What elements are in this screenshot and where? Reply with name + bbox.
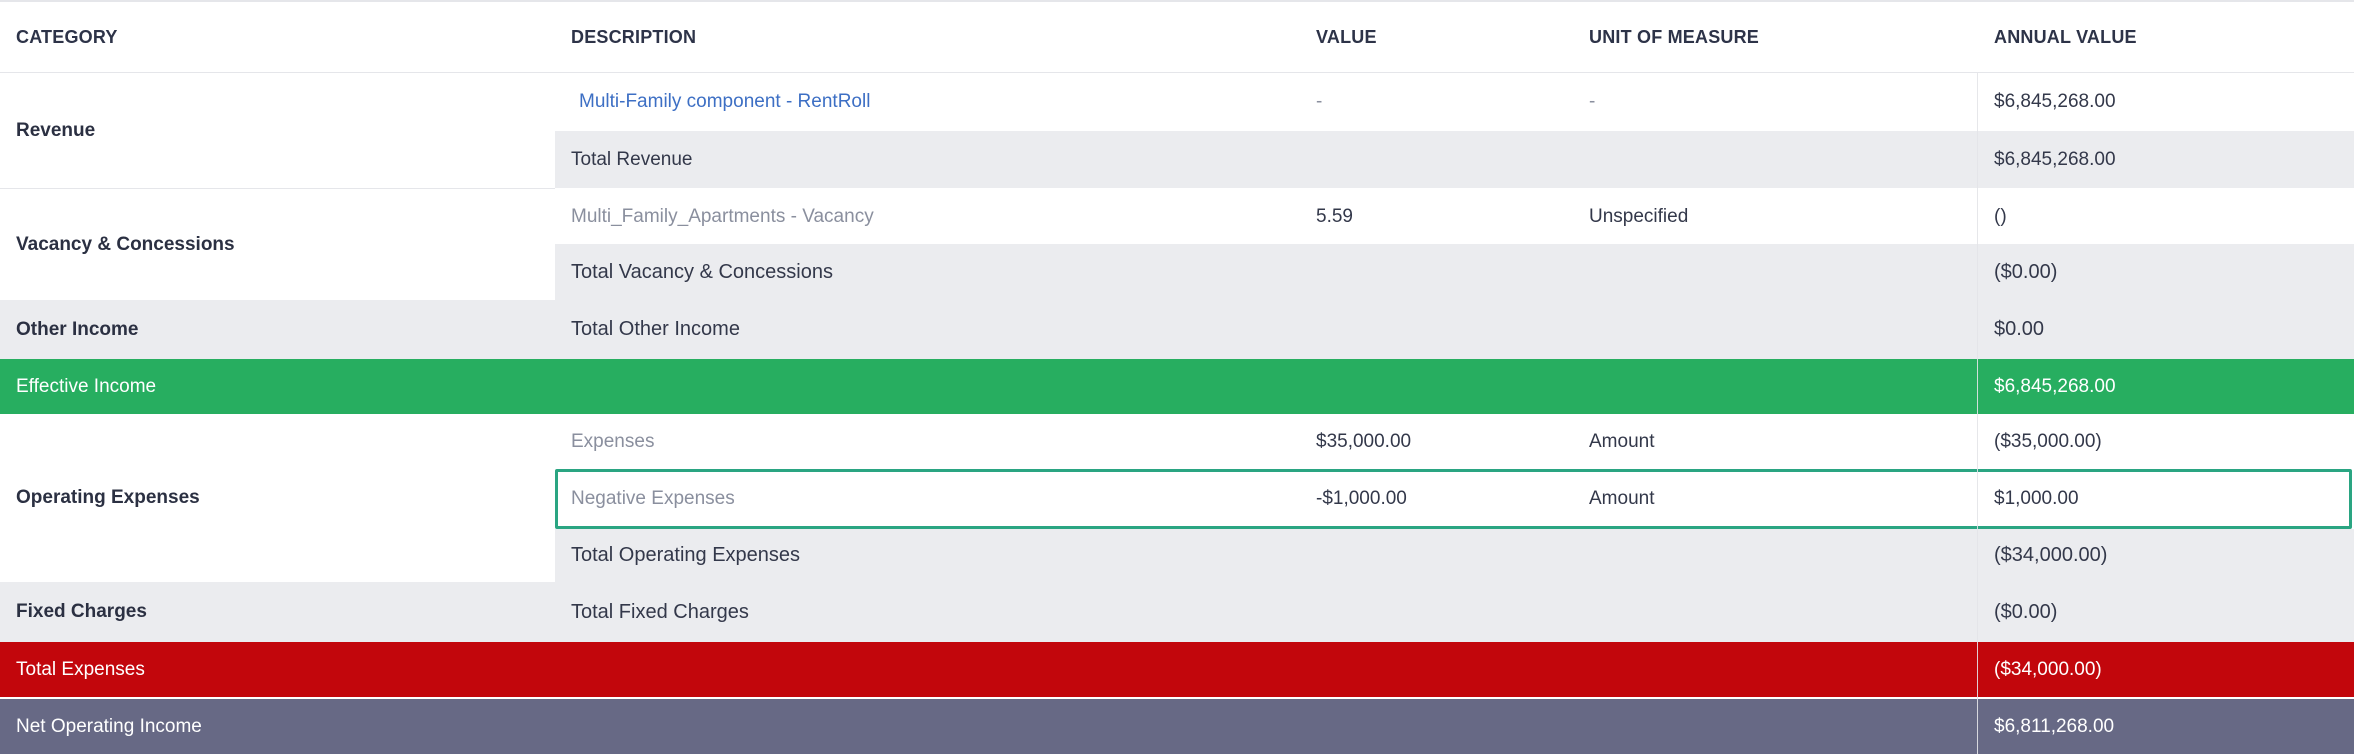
header-description: DESCRIPTION bbox=[571, 26, 697, 47]
expenses-unit: Amount bbox=[1589, 430, 1655, 452]
negative-expenses-value: -$1,000.00 bbox=[1316, 487, 1407, 509]
total-revenue-label: Total Revenue bbox=[571, 148, 693, 170]
total-vacancy-label: Total Vacancy & Concessions bbox=[571, 260, 833, 283]
other-income-row: Other Income Total Other Income $0.00 bbox=[0, 300, 2354, 359]
vacancy-unit: Unspecified bbox=[1589, 205, 1689, 227]
header-annual-value: ANNUAL VALUE bbox=[1994, 26, 2137, 47]
total-revenue-row: Total Revenue $6,845,268.00 bbox=[555, 131, 2354, 188]
total-vacancy-row: Total Vacancy & Concessions ($0.00) bbox=[555, 244, 2354, 300]
category-other-income: Other Income bbox=[16, 318, 139, 340]
total-vacancy-annual: ($0.00) bbox=[1994, 260, 2058, 283]
total-operating-expenses-annual: ($34,000.00) bbox=[1994, 544, 2108, 566]
total-fixed-charges-label: Total Fixed Charges bbox=[571, 600, 749, 623]
header-unit-of-measure: UNIT OF MEASURE bbox=[1589, 26, 1760, 47]
total-operating-expenses-row: Total Operating Expenses ($34,000.00) bbox=[555, 529, 2354, 582]
negative-expenses-unit: Amount bbox=[1589, 487, 1655, 509]
total-revenue-annual: $6,845,268.00 bbox=[1994, 148, 2116, 170]
header-divider bbox=[0, 72, 2354, 73]
category-fixed-charges: Fixed Charges bbox=[16, 601, 147, 622]
category-operating-expenses: Operating Expenses bbox=[16, 487, 200, 508]
effective-income-row: Effective Income $6,845,268.00 bbox=[0, 359, 2354, 414]
fixed-charges-row: Fixed Charges Total Fixed Charges ($0.00… bbox=[0, 582, 2354, 642]
expenses-description: Expenses bbox=[571, 430, 655, 452]
effective-income-label: Effective Income bbox=[16, 375, 157, 397]
revenue-value: - bbox=[1316, 91, 1323, 112]
total-fixed-charges-annual: ($0.00) bbox=[1994, 600, 2058, 623]
header-category: CATEGORY bbox=[16, 26, 118, 47]
header-value: VALUE bbox=[1316, 26, 1377, 47]
row-divider bbox=[0, 697, 2354, 699]
expenses-value: $35,000.00 bbox=[1316, 430, 1412, 452]
total-other-income-annual: $0.00 bbox=[1994, 318, 2045, 340]
annual-column-divider bbox=[1977, 73, 1978, 754]
category-revenue: Revenue bbox=[16, 119, 96, 141]
negative-expenses-row[interactable] bbox=[555, 469, 2352, 529]
expenses-annual: ($35,000.00) bbox=[1994, 430, 2102, 452]
vacancy-description: Multi_Family_Apartments - Vacancy bbox=[571, 205, 874, 227]
total-expenses-label: Total Expenses bbox=[16, 658, 145, 680]
total-expenses-annual: ($34,000.00) bbox=[1994, 658, 2102, 680]
net-operating-income-annual: $6,811,268.00 bbox=[1994, 715, 2115, 737]
total-expenses-row: Total Expenses ($34,000.00) bbox=[0, 642, 2354, 697]
row-divider bbox=[0, 188, 555, 189]
revenue-unit: - bbox=[1589, 91, 1596, 112]
revenue-rentroll-link[interactable]: Multi-Family component - RentRoll bbox=[579, 91, 871, 112]
negative-expenses-annual: $1,000.00 bbox=[1994, 487, 2079, 509]
net-operating-income-row: Net Operating Income $6,811,268.00 bbox=[0, 699, 2354, 754]
negative-expenses-description: Negative Expenses bbox=[571, 487, 735, 509]
effective-income-annual: $6,845,268.00 bbox=[1994, 375, 2116, 397]
net-operating-income-label: Net Operating Income bbox=[16, 715, 202, 737]
vacancy-annual: () bbox=[1994, 205, 2007, 227]
revenue-annual: $6,845,268.00 bbox=[1994, 91, 2116, 112]
total-other-income-label: Total Other Income bbox=[571, 318, 740, 340]
vacancy-value: 5.59 bbox=[1316, 205, 1353, 227]
category-vacancy-concessions: Vacancy & Concessions bbox=[16, 233, 235, 255]
top-border bbox=[0, 0, 2354, 2]
total-operating-expenses-label: Total Operating Expenses bbox=[571, 544, 801, 566]
